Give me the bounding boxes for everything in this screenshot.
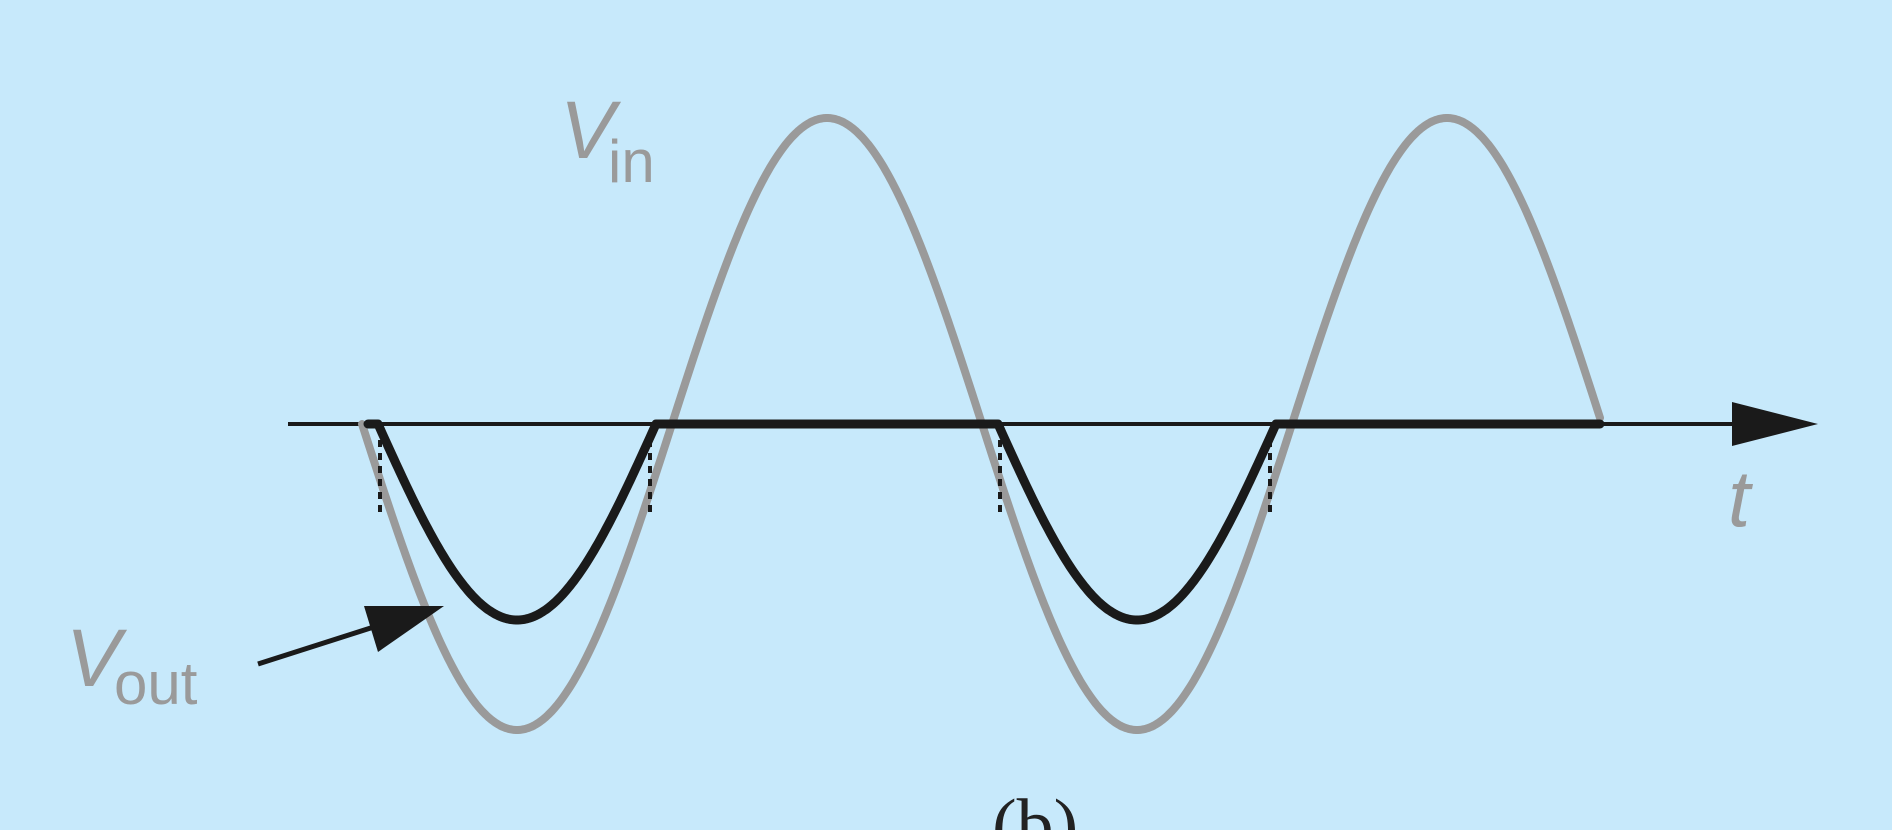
vin-subscript: in (608, 128, 655, 195)
diode-drop-markers (378, 440, 1272, 518)
vout-subscript: out (114, 650, 198, 717)
vin-label: V (560, 85, 622, 176)
vout-pointer-line (257, 622, 381, 667)
time-axis-label: t (1728, 454, 1753, 543)
figure-caption: (b) (992, 785, 1078, 830)
vout-pointer-arrowhead (364, 606, 444, 652)
output-wave (363, 419, 1605, 625)
time-axis-arrowhead (1732, 402, 1818, 446)
vout-label: V (66, 613, 128, 704)
